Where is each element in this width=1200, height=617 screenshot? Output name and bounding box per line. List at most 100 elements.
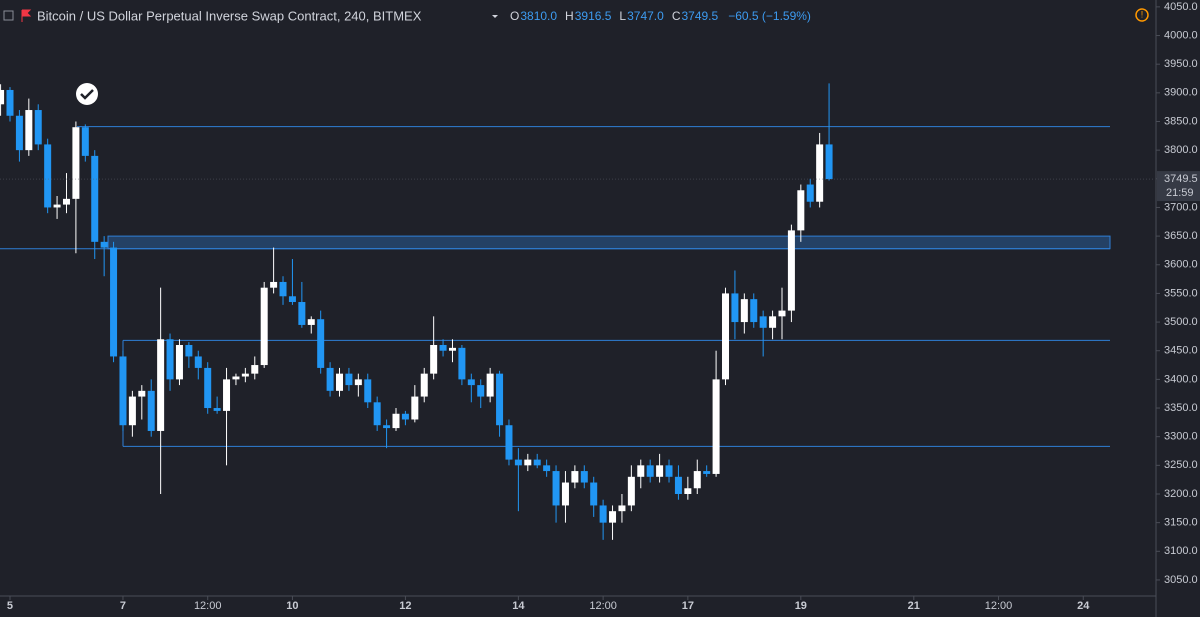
candle-body: [712, 379, 720, 474]
candle-body: [571, 471, 579, 483]
candle-body: [618, 505, 626, 512]
y-tick-label: 3600.0: [1164, 259, 1198, 271]
x-tick-label: 5: [7, 600, 13, 612]
candle-body: [627, 476, 635, 506]
x-tick-label: 12:00: [194, 600, 222, 612]
x-tick-label: 17: [682, 600, 694, 612]
dropdown-icon[interactable]: [492, 15, 498, 18]
candle-body: [514, 459, 522, 466]
x-tick-label: 21: [908, 600, 920, 612]
candle-body: [213, 408, 221, 411]
y-tick-label: 3900.0: [1164, 87, 1198, 99]
checkmark-icon: [76, 83, 98, 105]
candle-body: [288, 296, 296, 303]
flag-icon[interactable]: [21, 9, 32, 22]
candle-body: [166, 339, 174, 380]
candle-body: [53, 204, 61, 208]
y-tick-label: 3700.0: [1164, 201, 1198, 213]
candle-body: [693, 471, 701, 489]
y-tick-label: 3650.0: [1164, 230, 1198, 242]
candle-body: [439, 344, 447, 351]
candle-body: [260, 287, 268, 366]
candle-body: [825, 144, 833, 180]
y-tick-label: 3350.0: [1164, 402, 1198, 414]
y-tick-label: 3850.0: [1164, 115, 1198, 127]
candle-body: [797, 190, 805, 231]
candle-body: [345, 373, 353, 386]
candle-body: [119, 356, 127, 426]
candle-body: [420, 373, 428, 397]
x-tick-label: 24: [1077, 600, 1090, 612]
candle-body: [110, 247, 118, 357]
candle-body: [157, 339, 165, 431]
candle-body: [34, 110, 42, 145]
candle-body: [561, 482, 569, 506]
candle-body: [317, 319, 325, 368]
candle-body: [505, 425, 513, 460]
y-tick-label: 3950.0: [1164, 58, 1198, 70]
candle-body: [147, 390, 155, 431]
candle-body: [15, 115, 23, 151]
y-tick-label: 3150.0: [1164, 517, 1198, 529]
candle-body: [185, 344, 193, 357]
x-tick-label: 14: [512, 600, 525, 612]
candle-body: [448, 347, 456, 351]
ohlc-letter: H: [565, 9, 574, 23]
y-tick-label: 4050.0: [1164, 1, 1198, 13]
ohlc-letter: O: [510, 9, 519, 23]
ohlc-letter: C: [672, 9, 681, 23]
x-tick-label: 19: [795, 600, 807, 612]
candle-body: [194, 356, 202, 368]
candle-body: [524, 459, 532, 466]
candle-body: [128, 396, 136, 426]
zone: [107, 235, 1111, 250]
candle-body: [458, 347, 466, 380]
candle-body: [6, 89, 14, 116]
candle-body: [91, 155, 99, 242]
candle-body: [703, 471, 711, 474]
candle-body: [731, 293, 739, 323]
alert-icon-mark: !: [1141, 9, 1144, 19]
candles: [0, 83, 833, 540]
last-price-box: [1157, 171, 1200, 202]
countdown: 21:59: [1166, 187, 1194, 199]
candle-body: [806, 184, 814, 202]
ohlc-value: 3916.5: [575, 9, 612, 23]
x-tick-label: 12: [399, 600, 411, 612]
x-tick-label: 12:00: [985, 600, 1013, 612]
candle-body: [298, 302, 306, 325]
candle-body: [740, 299, 748, 323]
candle-body: [354, 379, 362, 386]
candle-body: [383, 425, 391, 429]
x-tick-label: 12:00: [589, 600, 617, 612]
candle-body: [477, 385, 485, 397]
alert-icon[interactable]: [1135, 8, 1149, 22]
ohlc-value: 3810.0: [520, 9, 557, 23]
candle-body: [204, 367, 212, 409]
candle-body: [552, 471, 560, 506]
candle-body: [62, 198, 70, 205]
symbol-title[interactable]: Bitcoin / US Dollar Perpetual Inverse Sw…: [37, 8, 422, 23]
x-tick-label: 10: [286, 600, 298, 612]
candle-body: [665, 465, 673, 477]
y-tick-label: 3450.0: [1164, 345, 1198, 357]
candle-body: [81, 127, 89, 156]
candle-body: [392, 413, 400, 429]
candle-body: [656, 465, 664, 477]
candle-body: [543, 465, 551, 472]
candle-body: [486, 373, 494, 397]
y-tick-label: 3250.0: [1164, 459, 1198, 471]
y-tick-label: 3300.0: [1164, 431, 1198, 443]
candle-body: [307, 319, 315, 325]
candle-body: [590, 482, 598, 506]
check-tick: [80, 89, 94, 100]
candle-body: [778, 310, 786, 317]
expand-icon[interactable]: [3, 10, 14, 21]
candle-body: [496, 373, 504, 426]
y-tick-label: 3500.0: [1164, 316, 1198, 328]
y-tick-label: 3800.0: [1164, 144, 1198, 156]
candle-body: [674, 476, 682, 494]
candle-body: [232, 376, 240, 380]
